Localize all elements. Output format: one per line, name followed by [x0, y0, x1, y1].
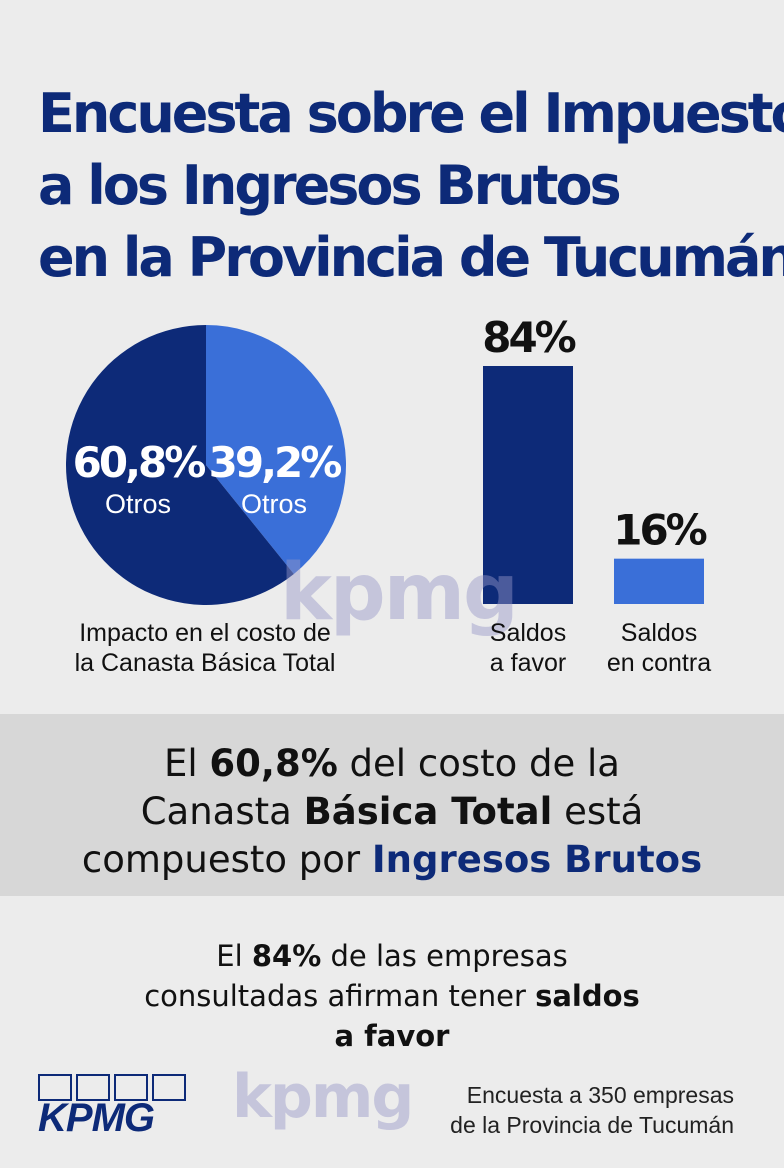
survey-note-line-1: Encuesta a 350 empresas [466, 1082, 734, 1108]
bar-value-label: 16% [613, 506, 706, 555]
survey-statement: El 84% de las empresas consultadas afirm… [144, 939, 640, 1053]
pie-caption: Impacto en el costo de la Canasta Básica… [30, 618, 380, 678]
title-line-1: Encuesta sobre el Impuesto [38, 82, 784, 145]
bar [614, 558, 704, 604]
title-line-3: en la Provincia de Tucumán [38, 226, 784, 289]
bar [483, 366, 573, 604]
kpmg-logo-boxes [38, 1074, 190, 1101]
pie-caption-line-2: la Canasta Básica Total [74, 649, 336, 677]
title-line-2: a los Ingresos Brutos [38, 154, 622, 217]
pie-value-label: 39,2% [209, 438, 342, 487]
bar-category-label-line: Saldos [489, 619, 567, 647]
bar-category-label-line: en contra [606, 649, 712, 677]
bar-category-label-line: a favor [489, 649, 567, 677]
pie-slice [206, 325, 347, 574]
bar-category-label-line: Saldos [620, 619, 698, 647]
kpmg-watermark: kpmg [280, 548, 519, 638]
pie-value-label: 60,8% [73, 438, 206, 487]
kpmg-logo-text: KPMG [38, 1096, 155, 1140]
bar-category-label: Saldos en contra [588, 618, 730, 678]
survey-note-line-2: de la Provincia de Tucumán [450, 1112, 734, 1138]
kpmg-watermark: kpmg [232, 1062, 414, 1132]
pie-slice-label: Otros [105, 489, 171, 519]
pie-slice [66, 325, 294, 605]
survey-note: Encuesta a 350 empresas de la Provincia … [450, 1080, 734, 1140]
pie-slice-label: Otros [241, 489, 307, 519]
bar-value-label: 84% [482, 313, 575, 362]
kpmg-logo: KPMG [38, 1074, 190, 1140]
page-title: Encuesta sobre el Impuesto a los Ingreso… [38, 78, 784, 294]
highlight-band [0, 714, 784, 896]
pie-caption-line-1: Impacto en el costo de [79, 619, 331, 647]
bar-category-label: Saldos a favor [468, 618, 588, 678]
highlight-message: El 60,8% del costo de la Canasta Básica … [81, 742, 703, 881]
